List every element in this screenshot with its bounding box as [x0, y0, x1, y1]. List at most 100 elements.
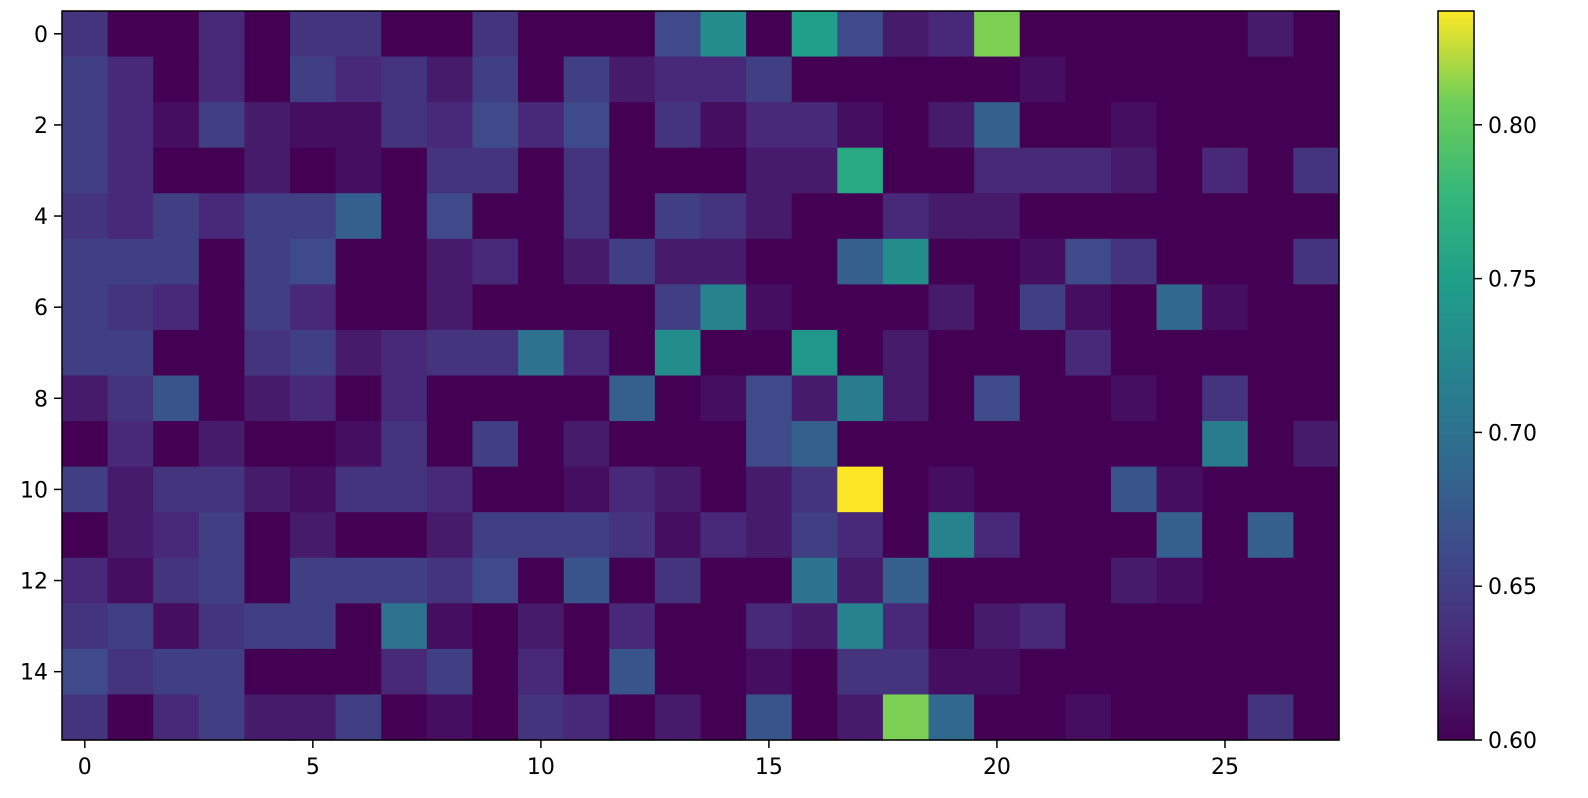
heatmap-cell [153, 694, 200, 741]
heatmap-cell [153, 329, 200, 377]
heatmap-cell [62, 284, 109, 331]
heatmap-cell [426, 466, 474, 513]
heatmap-cell [1110, 284, 1158, 331]
heatmap-cell [974, 56, 1021, 103]
heatmap-cell [1110, 102, 1158, 149]
x-tick-label: 20 [983, 755, 1011, 780]
heatmap-cell [335, 238, 382, 285]
heatmap-cell [746, 329, 793, 377]
heatmap-cell [1247, 557, 1294, 604]
heatmap-cell [518, 238, 565, 285]
heatmap-cell [928, 147, 975, 194]
heatmap-cell [335, 193, 382, 240]
heatmap-cell [290, 284, 337, 331]
heatmap-cell [1065, 329, 1112, 377]
heatmap-cell [290, 557, 337, 604]
colorbar-frame [1437, 10, 1475, 741]
heatmap-cell [563, 11, 610, 58]
heatmap-cell [198, 421, 246, 468]
heatmap-cell [609, 11, 656, 58]
heatmap-cell [153, 147, 200, 194]
heatmap-cell [1247, 512, 1294, 559]
colorbar-tick-label: 0.60 [1488, 729, 1537, 754]
heatmap-cell [928, 512, 975, 559]
heatmap-cell [472, 421, 519, 468]
heatmap-cell [290, 329, 337, 377]
heatmap-cell [791, 11, 838, 58]
heatmap-cell [1202, 193, 1249, 240]
heatmap-cell [153, 375, 200, 422]
heatmap-cell [335, 603, 382, 650]
heatmap-cell [700, 193, 747, 240]
heatmap-cell [290, 102, 337, 149]
heatmap-cell [609, 512, 656, 559]
heatmap-cell [1065, 694, 1112, 741]
heatmap-cell [62, 193, 109, 240]
heatmap-cell [791, 648, 838, 696]
heatmap-cell [426, 284, 474, 331]
heatmap-cell [472, 56, 519, 103]
heatmap-cell [746, 238, 793, 285]
heatmap-cell [882, 466, 930, 513]
heatmap-cell [472, 694, 519, 741]
heatmap-cell [426, 648, 474, 696]
heatmap-cell [472, 557, 519, 604]
heatmap-cell [609, 421, 656, 468]
heatmap-cell [244, 694, 291, 741]
heatmap-cell [791, 193, 838, 240]
heatmap-cell [1156, 557, 1203, 604]
heatmap-cell [1065, 648, 1112, 696]
heatmap-cell [381, 329, 428, 377]
heatmap-cell [62, 557, 109, 604]
heatmap-cell [290, 694, 337, 741]
heatmap-cell [1247, 284, 1294, 331]
heatmap-cell [426, 375, 474, 422]
heatmap-cell [791, 603, 838, 650]
heatmap-cell [107, 11, 154, 58]
heatmap-cell [335, 648, 382, 696]
heatmap-cell [290, 193, 337, 240]
heatmap-cell [335, 694, 382, 741]
heatmap-cell [974, 603, 1021, 650]
heatmap-cell [1293, 557, 1340, 604]
heatmap-cell [335, 375, 382, 422]
heatmap-cell [335, 102, 382, 149]
heatmap-cell [1019, 557, 1066, 604]
heatmap-cell [426, 421, 474, 468]
heatmap-cell [518, 375, 565, 422]
heatmap-cell [609, 329, 656, 377]
heatmap-cell [244, 147, 291, 194]
heatmap-cell [198, 603, 246, 650]
heatmap-cell [426, 147, 474, 194]
heatmap-cell [1202, 329, 1249, 377]
heatmap-cell [1110, 421, 1158, 468]
heatmap-cell [62, 375, 109, 422]
x-tick-label: 10 [527, 755, 555, 780]
heatmap-cell [107, 694, 154, 741]
heatmap-cell [974, 329, 1021, 377]
heatmap-cell [1202, 648, 1249, 696]
heatmap-cell [563, 193, 610, 240]
heatmap-cell [381, 284, 428, 331]
heatmap-cell [198, 284, 246, 331]
heatmap-cell [1202, 466, 1249, 513]
heatmap-cell [974, 421, 1021, 468]
heatmap-cell [746, 193, 793, 240]
heatmap-cell [563, 238, 610, 285]
heatmap-cell [472, 329, 519, 377]
heatmap-cell [928, 56, 975, 103]
heatmap-cell [107, 193, 154, 240]
heatmap-cell [290, 648, 337, 696]
heatmap-cell [563, 694, 610, 741]
heatmap-cell [244, 329, 291, 377]
heatmap-cell [1019, 466, 1066, 513]
heatmap-cell [381, 56, 428, 103]
colorbar-tick-label: 0.75 [1488, 268, 1537, 293]
heatmap-cell [198, 557, 246, 604]
heatmap-cell [1293, 102, 1340, 149]
heatmap-cell [1202, 11, 1249, 58]
heatmap-cell [153, 648, 200, 696]
heatmap-cell [700, 102, 747, 149]
heatmap-cell [518, 102, 565, 149]
heatmap-cell [974, 375, 1021, 422]
